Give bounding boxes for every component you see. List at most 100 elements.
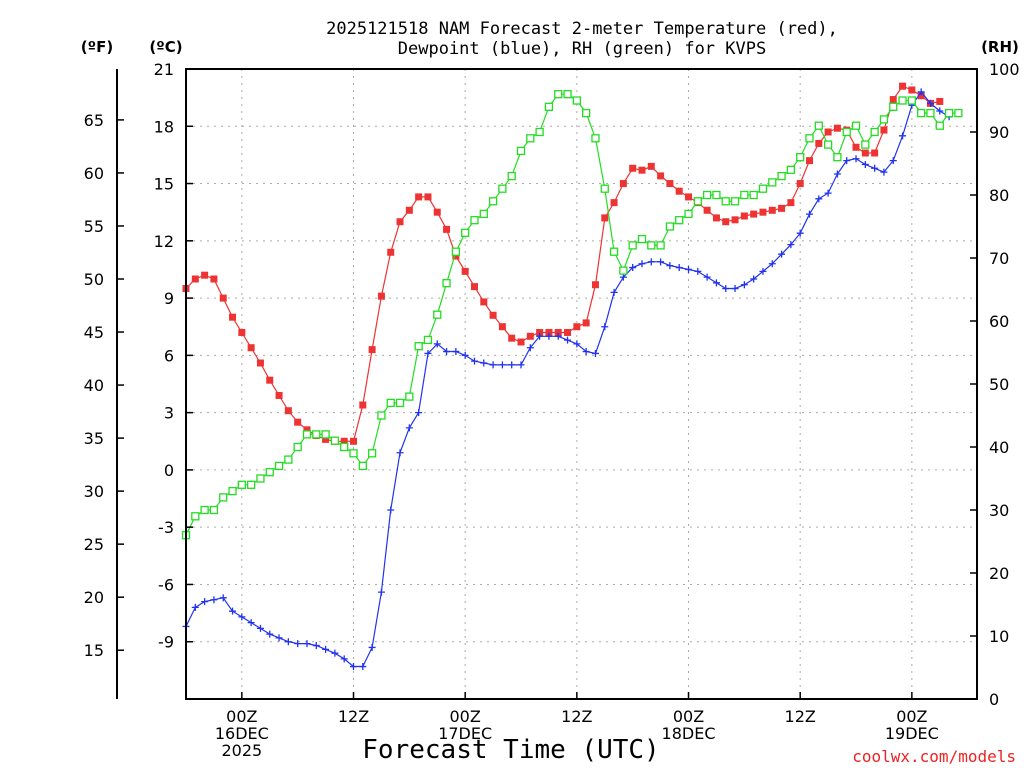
rh-point [702, 190, 712, 200]
temperature-point [368, 346, 376, 354]
dewpoint-point [443, 348, 451, 356]
dewpoint-point [498, 361, 506, 369]
dewpoint-point [805, 210, 813, 218]
temperature-point [433, 208, 441, 216]
rh-tick-label: 10 [989, 627, 1009, 646]
dewpoint-point [852, 155, 860, 163]
dewpoint-point [787, 241, 795, 249]
rh-point [777, 171, 786, 181]
rh-point [628, 241, 637, 250]
rh-point [507, 171, 516, 181]
celsius-tick-label: 6 [164, 346, 174, 365]
dewpoint-point [322, 645, 330, 653]
dewpoint-point [312, 642, 320, 650]
rh-point [461, 228, 470, 237]
temperature-point [685, 193, 693, 201]
rh-point [647, 241, 656, 250]
rh-point [879, 115, 889, 124]
dewpoint-point [731, 285, 739, 293]
temperature-point [340, 437, 348, 445]
dewpoint-point [191, 603, 199, 611]
temperature-point [936, 97, 944, 105]
temperature-point [908, 86, 916, 94]
rh-point [665, 222, 675, 231]
celsius-tick-label: 21 [154, 60, 174, 79]
time-tick-label: 2025 [221, 741, 262, 760]
celsius-tick-label: 12 [154, 232, 174, 251]
dewpoint-point [340, 655, 348, 663]
dewpoint-point [722, 285, 730, 293]
temperature-point [284, 407, 292, 415]
fahrenheit-tick-label: 40 [84, 376, 104, 395]
dewpoint-point [415, 409, 423, 417]
dewpoint-point [508, 361, 516, 369]
rh-point [823, 140, 833, 149]
temperature-point [545, 328, 553, 336]
time-tick-label: 12Z [338, 707, 369, 726]
rh-point [219, 493, 228, 502]
temperature-point [396, 218, 404, 226]
dewpoint-point [815, 195, 823, 203]
time-tick-label: 00Z [673, 707, 704, 726]
rh-point [814, 121, 823, 130]
fahrenheit-tick-label: 45 [84, 323, 104, 342]
dewpoint-point [694, 267, 702, 275]
rh-point [870, 127, 879, 137]
dewpoint-point [740, 281, 748, 289]
dewpoint-point [703, 273, 711, 281]
dewpoint-point [266, 630, 274, 638]
temperature-point [247, 344, 255, 352]
temperature-point [871, 149, 879, 157]
rh-point [591, 134, 600, 143]
rh-point [600, 184, 609, 193]
rh-point [200, 505, 209, 515]
rh-point [740, 190, 749, 200]
rh-point [944, 108, 954, 118]
time-tick-label: 19DEC [885, 724, 939, 743]
fahrenheit-tick-label: 65 [84, 111, 104, 130]
dewpoint-point [229, 607, 237, 615]
rh-point [349, 449, 358, 458]
dewpoint-point [591, 349, 599, 357]
dewpoint-point [582, 348, 590, 356]
fahrenheit-tick-label: 50 [84, 270, 104, 289]
temperature-point [750, 210, 758, 218]
rh-point [340, 442, 349, 452]
rh-point [377, 411, 386, 420]
temperature-point [861, 149, 869, 157]
celsius-tick-label: 15 [154, 175, 174, 194]
rh-point [386, 398, 395, 408]
temperature-point [889, 96, 897, 104]
temperature-point [470, 283, 478, 291]
temperature-point [415, 193, 423, 201]
dewpoint-point [573, 340, 581, 348]
fahrenheit-tick-label: 15 [84, 641, 104, 660]
rh-point [675, 216, 684, 225]
celsius-tick-label: 0 [164, 461, 174, 480]
dewpoint-point [675, 264, 683, 272]
fahrenheit-tick-label: 60 [84, 164, 104, 183]
rh-point [917, 108, 926, 118]
dewpoint-point [405, 424, 413, 432]
rh-point [293, 442, 302, 452]
rh-point [358, 461, 367, 471]
rh-point [209, 505, 219, 515]
rh-tick-label: 100 [989, 60, 1020, 79]
rh-point [191, 512, 200, 521]
temperature-point [582, 319, 590, 327]
dewpoint-point [880, 168, 888, 176]
time-tick-label: 00Z [450, 707, 481, 726]
rh-point [265, 468, 274, 477]
rh-point [423, 335, 433, 345]
rh-point [284, 455, 293, 464]
temperature-point [294, 418, 302, 426]
rh-tick-label: 50 [989, 375, 1009, 394]
rh-tick-label: 30 [989, 501, 1009, 520]
dewpoint-point [489, 361, 497, 369]
rh-point [805, 134, 814, 143]
rh-point [954, 108, 963, 118]
rh-point [721, 197, 730, 206]
rh-tick-label: 80 [989, 186, 1009, 205]
rh-point [395, 398, 405, 408]
temperature-point [554, 328, 562, 336]
